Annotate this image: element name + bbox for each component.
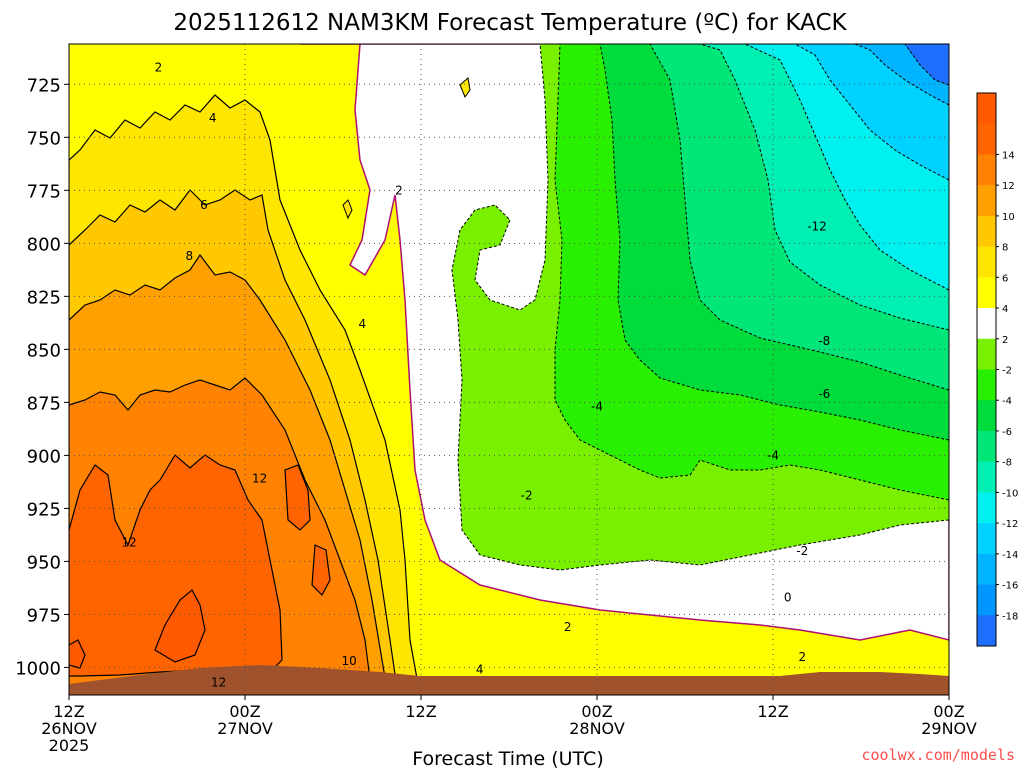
colorbar-swatch xyxy=(977,400,996,432)
colorbar-tick-label: -2 xyxy=(1002,366,1012,377)
colorbar-swatch xyxy=(977,308,996,340)
colorbar-tick-label: 8 xyxy=(1002,243,1008,254)
x-tick-label: 29NOV xyxy=(921,719,977,738)
colorbar-swatch xyxy=(977,584,996,616)
colorbar-tick-label: 6 xyxy=(1002,273,1008,284)
colorbar-swatch xyxy=(977,492,996,524)
band-12-14-b xyxy=(284,464,311,531)
colorbar-swatch xyxy=(977,185,996,217)
colorbar-swatch xyxy=(977,215,996,248)
contour-label: 2 xyxy=(395,183,403,197)
colorbar-tick-label: 12 xyxy=(1002,181,1015,192)
colorbar-tick-label: -18 xyxy=(1002,611,1018,622)
band-neg20-neg18 xyxy=(904,44,949,86)
contour-label: 0 xyxy=(784,590,792,604)
colorbar-swatch xyxy=(977,277,996,309)
contour-label: 10 xyxy=(341,654,356,668)
colorbar-tick-label: 14 xyxy=(1002,150,1015,161)
contour-label: 12 xyxy=(252,472,267,486)
contour-label: 6 xyxy=(200,198,208,212)
contour-label: -4 xyxy=(767,448,779,462)
band-14-16 xyxy=(154,589,206,663)
y-tick-label: 875 xyxy=(27,393,61,414)
colorbar-swatch xyxy=(977,154,996,186)
colorbar-tick-label: 4 xyxy=(1002,304,1008,315)
warm-blob-2 xyxy=(342,199,353,220)
credit-text: coolwx.com/models xyxy=(861,746,1015,764)
axes: 725 750 775 800 825 850 875 900 925 950 975 1000 12Z… xyxy=(15,75,977,755)
contour-label: 12 xyxy=(121,535,136,549)
x-tick-label: 27NOV xyxy=(217,719,273,738)
x-axis-title: Forecast Time (UTC) xyxy=(412,748,603,768)
y-tick-label: 900 xyxy=(27,446,61,467)
plot-frame xyxy=(68,43,950,696)
colorbar-swatch xyxy=(977,123,996,155)
chart-title: 2025112612 NAM3KM Forecast Temperature (… xyxy=(173,10,847,36)
x-tick-label: 26NOV xyxy=(41,719,97,738)
band-12-14-c xyxy=(311,544,331,596)
contour-label: 2 xyxy=(155,60,163,74)
contour-label: 4 xyxy=(209,111,217,125)
y-tick-label: 800 xyxy=(27,234,61,255)
y-tick-label: 950 xyxy=(27,552,61,573)
colorbar-swatch xyxy=(977,553,996,586)
colorbar-tick-label: -10 xyxy=(1002,488,1018,499)
x-tick-label: 12Z xyxy=(53,702,84,721)
y-tick-label: 725 xyxy=(27,75,61,96)
contour-label: -4 xyxy=(591,400,603,414)
colorbar-tick-label: -4 xyxy=(1002,396,1012,407)
y-tick-label: 750 xyxy=(27,128,61,149)
y-tick-label: 850 xyxy=(27,340,61,361)
colorbar-tick-label: -6 xyxy=(1002,427,1012,438)
contour-label: 4 xyxy=(476,663,484,677)
contour-label: -2 xyxy=(796,544,808,558)
y-tick-label: 1000 xyxy=(15,658,61,679)
contour-label: -8 xyxy=(818,334,830,348)
contour-labels: 2 4 6 8 2 4 12 12 10 12 -4 -2 2 4 0 2 -2 -4 -6 -8 -12 xyxy=(121,60,830,689)
contour-label: -6 xyxy=(818,387,830,401)
y-tick-label: 925 xyxy=(27,499,61,520)
y-tick-label: 975 xyxy=(27,605,61,626)
x-tick-label: 00Z xyxy=(229,702,260,721)
y-tick-label: 825 xyxy=(27,287,61,308)
colorbar-swatch xyxy=(977,461,996,493)
x-tick-label: 00Z xyxy=(933,702,964,721)
contour-label: 8 xyxy=(185,249,193,263)
x-tick-label: 12Z xyxy=(757,702,788,721)
colorbar-swatch xyxy=(977,369,996,401)
warm-blob xyxy=(459,77,471,99)
colorbar-tick-label: 10 xyxy=(1002,212,1015,223)
ground-surface xyxy=(69,665,949,695)
contour-label: -12 xyxy=(807,219,827,233)
colorbar-swatch xyxy=(977,338,996,370)
colorbar: -18 -16 -14 -12 -10 -8 -6 -4 -2 2 4 6 8 10 12 14 xyxy=(976,92,1018,647)
grid-lines xyxy=(69,44,949,695)
temperature-field xyxy=(69,44,949,695)
x-tick-label: 12Z xyxy=(405,702,436,721)
contour-label: 2 xyxy=(564,620,572,634)
x-tick-label: 00Z xyxy=(581,702,612,721)
colorbar-swatch xyxy=(977,430,996,463)
band-14-16-b xyxy=(69,639,86,669)
x-tick-label: 2025 xyxy=(49,736,90,755)
colorbar-tick-label: -8 xyxy=(1002,458,1012,469)
y-tick-label: 775 xyxy=(27,181,61,202)
contour-label: 12 xyxy=(211,675,226,689)
colorbar-swatch xyxy=(977,93,996,125)
colorbar-tick-label: -16 xyxy=(1002,581,1018,592)
colorbar-tick-label: -14 xyxy=(1002,550,1018,561)
colorbar-swatch xyxy=(977,246,996,278)
colorbar-tick-label: -12 xyxy=(1002,519,1018,530)
contour-label: 4 xyxy=(359,317,367,331)
contour-label: -2 xyxy=(521,489,533,503)
colorbar-swatch xyxy=(977,523,996,555)
colorbar-swatch xyxy=(977,615,996,647)
colorbar-tick-label: 2 xyxy=(1002,335,1008,346)
contour-label: 2 xyxy=(799,650,807,664)
x-tick-label: 28NOV xyxy=(569,719,625,738)
